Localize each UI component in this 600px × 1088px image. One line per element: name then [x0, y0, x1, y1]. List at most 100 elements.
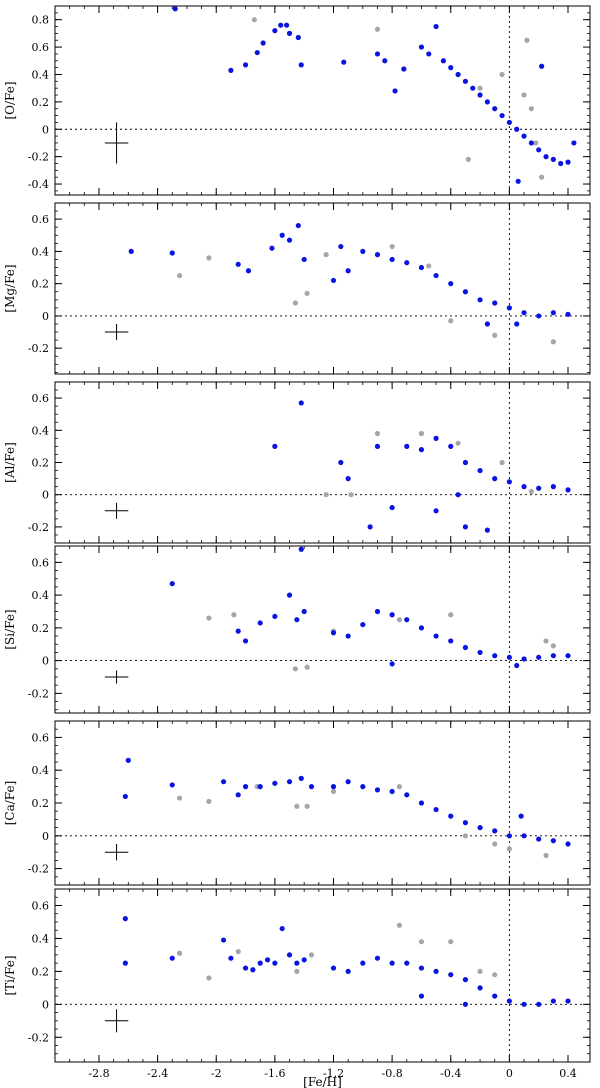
y-tick-label: -0.4 [28, 178, 49, 191]
data-point [404, 443, 410, 449]
data-point [536, 147, 542, 153]
y-tick-label: -0.2 [28, 521, 49, 534]
data-point [206, 798, 212, 804]
data-point [298, 62, 304, 68]
data-point [283, 22, 290, 28]
data-point [550, 838, 556, 844]
data-point [235, 949, 241, 955]
data-point [433, 968, 439, 974]
data-point [298, 546, 304, 552]
data-point [550, 484, 556, 490]
data-point [418, 44, 425, 50]
data-point [455, 440, 461, 446]
data-point [206, 615, 212, 621]
y-tick-label: 0.4 [32, 68, 50, 81]
data-point [484, 527, 490, 533]
data-point [345, 633, 351, 639]
data-point [396, 922, 403, 928]
data-point [330, 788, 337, 795]
data-point [528, 488, 534, 495]
data-point [176, 272, 183, 279]
data-point [462, 644, 469, 651]
data-point [279, 925, 285, 932]
data-point [492, 106, 498, 112]
data-point [477, 85, 483, 91]
data-point [418, 447, 425, 453]
y-tick-label: 0.4 [32, 424, 50, 437]
data-point [518, 813, 524, 819]
y-tick-label: 0.4 [32, 589, 50, 602]
data-point [308, 784, 315, 790]
x-tick-label: 0.4 [559, 1067, 577, 1080]
data-point [169, 250, 175, 256]
data-point [528, 106, 534, 112]
data-point [462, 524, 469, 530]
y-axis-label: [Mg/Fe] [3, 264, 17, 312]
data-point [477, 649, 483, 656]
y-tick-label: -0.2 [28, 1031, 49, 1044]
data-point [536, 1001, 542, 1007]
data-point [521, 833, 527, 839]
data-point [286, 30, 293, 36]
data-point [462, 1001, 469, 1007]
data-point [389, 612, 395, 618]
data-point [345, 968, 351, 974]
data-point [272, 443, 278, 449]
x-tick-label: -0.4 [440, 1067, 461, 1080]
data-point [521, 656, 527, 662]
data-point [521, 1001, 527, 1007]
data-point [242, 638, 249, 644]
data-point [294, 803, 300, 809]
data-point [533, 140, 539, 146]
data-point [499, 112, 505, 119]
y-tick-label: 0.6 [32, 556, 50, 569]
data-point [298, 775, 304, 782]
data-point [550, 310, 556, 316]
data-point [550, 653, 556, 659]
data-point [389, 243, 395, 250]
data-point [251, 17, 257, 23]
data-point [426, 263, 432, 269]
y-tick-label: 0 [42, 310, 49, 323]
data-point [433, 435, 439, 441]
y-tick-label: 0.8 [32, 14, 50, 27]
data-point [418, 800, 425, 806]
y-tick-label: 0.2 [32, 965, 50, 978]
panel-frame [54, 545, 591, 714]
panel-frame [54, 202, 591, 375]
data-point [374, 443, 381, 449]
data-point [514, 321, 520, 327]
data-point [433, 272, 439, 279]
data-point [125, 757, 131, 763]
data-point [294, 960, 300, 966]
data-point [462, 459, 469, 466]
data-point [536, 485, 542, 491]
data-point [521, 133, 527, 139]
data-point [245, 268, 252, 274]
data-point [565, 159, 571, 165]
data-point [206, 255, 212, 261]
data-point [521, 92, 527, 98]
data-point [172, 6, 178, 12]
data-point [272, 960, 278, 966]
data-point [477, 467, 483, 474]
data-point [389, 256, 395, 263]
data-point [550, 339, 556, 345]
data-point [374, 608, 381, 615]
data-point [418, 625, 425, 631]
y-tick-label: 0.2 [32, 457, 50, 470]
data-point [506, 119, 512, 126]
data-point [440, 58, 447, 64]
data-point [550, 998, 556, 1004]
data-point [565, 311, 571, 317]
data-point [250, 967, 256, 973]
data-point [462, 977, 469, 983]
data-point [374, 430, 381, 437]
data-point [477, 968, 483, 974]
data-point [304, 664, 310, 670]
data-point [536, 836, 542, 842]
data-point [360, 784, 366, 790]
data-point [301, 957, 307, 963]
y-tick-label: 0 [42, 998, 49, 1011]
